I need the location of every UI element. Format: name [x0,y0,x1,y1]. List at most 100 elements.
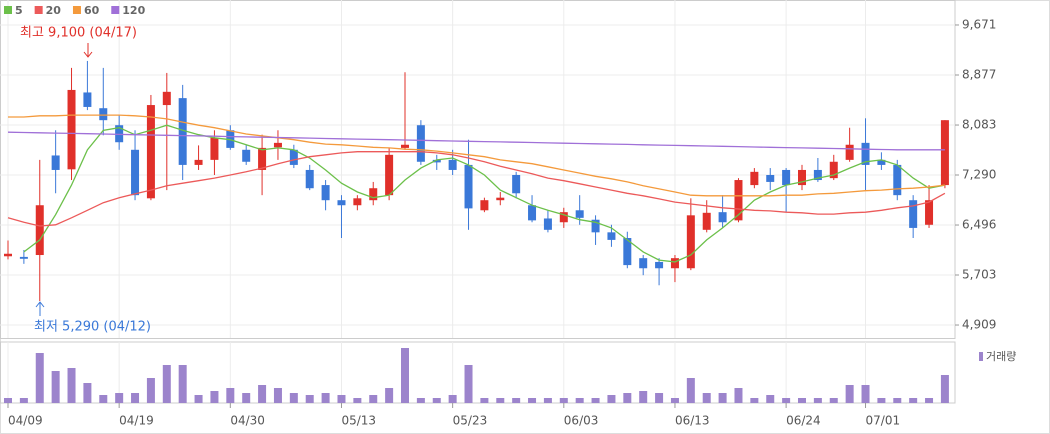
volume-bar [512,398,521,403]
candle-body [782,169,791,186]
volume-bar [734,388,743,403]
candle-body [798,169,806,186]
volume-bar [115,393,124,403]
volume-bar [162,365,171,403]
low-annotation: 최저 5,290 (04/12) [34,320,151,335]
volume-bar [51,371,60,403]
legend-label: 거래량 [986,350,1016,363]
candle-body [131,149,140,196]
candle-body [464,164,473,209]
high-arrow [83,43,93,58]
volume-bar [925,398,934,403]
candle-body [940,120,949,186]
candle-body [99,108,108,121]
volume-bar [178,365,187,403]
y-tick-label: 8,877 [962,68,996,82]
candle-body [623,238,632,266]
volume-bar [131,393,140,403]
volume-bar [194,395,203,403]
candle-body [575,210,584,218]
candle-body [35,205,44,256]
ma-line [23,124,946,263]
volume-bar [591,398,600,403]
x-tick-label: 04/19 [119,414,154,428]
candle-body [385,154,394,196]
candle-body [273,142,282,148]
volume-bar [480,398,489,403]
legend: 5 20 60 120 거래량 [4,4,1016,363]
candle-body [51,155,60,170]
candle-body [353,198,362,206]
y-tick-label: 6,496 [962,218,996,232]
volume-bar [798,398,806,403]
volume-bar [289,393,298,403]
x-tick-label: 06/03 [564,414,599,428]
volume-bar [559,398,568,403]
volume-panel [0,341,956,404]
x-tick-label: 05/23 [453,414,488,428]
candle-body [258,147,267,170]
volume-bar [496,398,505,403]
legend-swatch [34,6,43,14]
volume-bar [607,395,616,403]
candle-body [178,98,187,165]
candle-body [337,200,346,206]
y-tick-label: 9,671 [962,17,996,31]
candle-body [321,185,330,201]
candle-body [401,144,409,148]
volume-bar [83,383,92,403]
candle-body [686,215,695,269]
x-tick-label: 06/13 [675,414,710,428]
volume-bar [210,391,219,403]
y-tick-label: 7,290 [962,167,996,181]
volume-bar [385,388,394,403]
plot [4,60,949,403]
candle-body [83,92,92,107]
legend-label: 120 [122,4,145,17]
ma-line [8,114,945,197]
legend-swatch [111,6,120,14]
volume-bar [99,395,108,403]
ma-line [7,131,945,151]
volume-bar [146,378,155,403]
volume-bar [893,398,902,403]
legend-label: 20 [46,4,62,17]
candle-body [845,144,854,160]
volume-bar [766,395,775,403]
candle-body [448,159,457,170]
volume-bar [639,391,648,403]
candle-body [702,212,711,230]
volume-bar [464,365,473,403]
candle-body [19,256,28,259]
volume-bar [353,398,362,403]
volume-bar [226,388,235,403]
volume-bar [909,398,918,403]
candle-body [670,258,679,269]
volume-bar [369,395,378,403]
volume-bar [686,378,695,403]
volume-bar [401,348,409,403]
candle-body [655,261,664,269]
candle-body [289,149,298,165]
volume-bar [337,395,346,403]
candle-body [416,125,425,162]
volume-bar [35,353,44,403]
candle-body [4,253,12,257]
y-tick-label: 4,909 [962,318,996,332]
volume-bar [845,385,854,403]
volume-bar [448,395,457,403]
candle-body [861,142,870,165]
candle-body [766,174,775,182]
candle-body [528,205,537,221]
legend-swatch [979,352,983,361]
candle-body [305,169,314,189]
volume-bar [19,398,28,403]
low-arrow [35,301,45,316]
candle-body [432,159,441,163]
candle-body [750,171,759,186]
volume-bar [782,398,791,403]
candle-body [242,149,251,162]
volume-bar [670,398,679,403]
